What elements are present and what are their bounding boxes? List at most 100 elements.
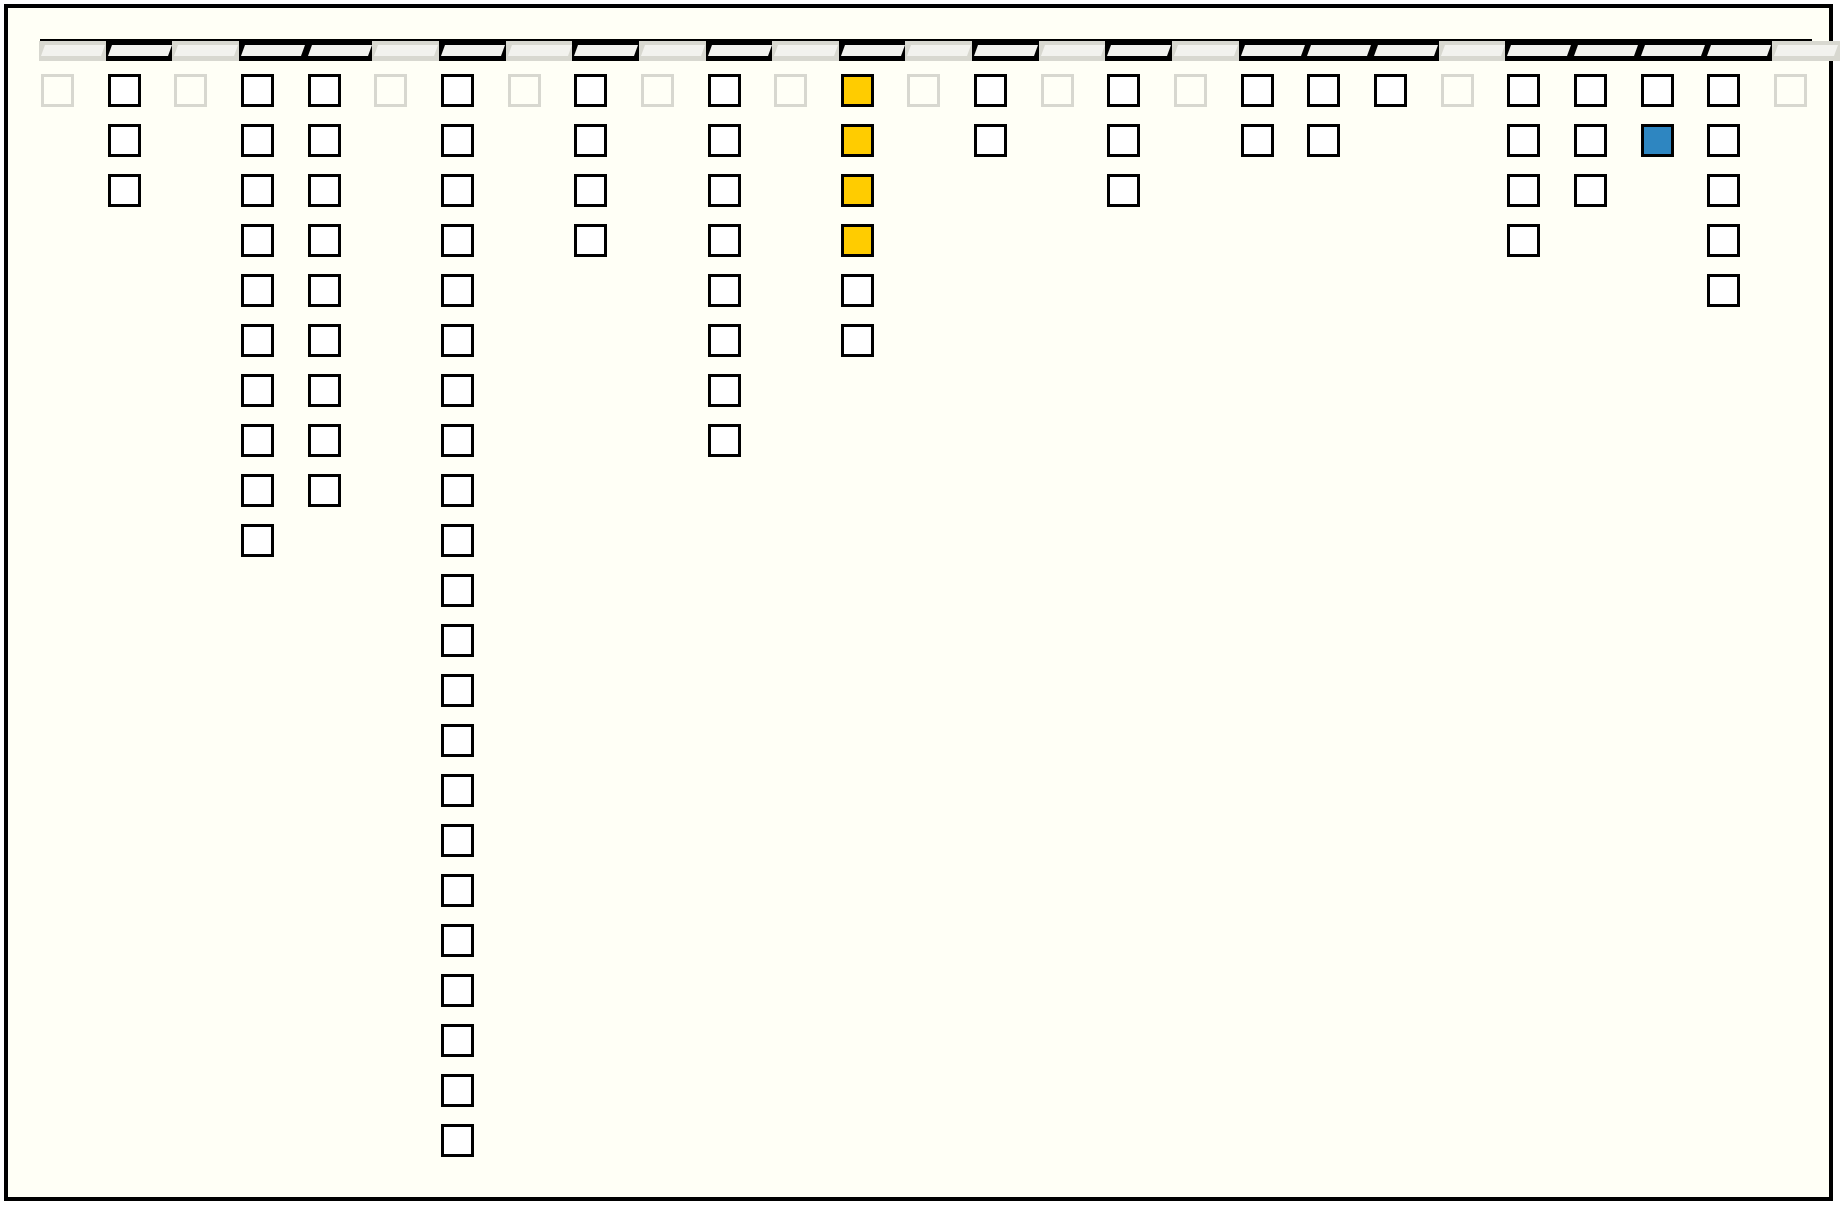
column-cell[interactable] (440, 374, 474, 407)
column-cell[interactable] (240, 274, 274, 307)
column-cell[interactable] (440, 124, 474, 157)
column-cell[interactable] (240, 474, 274, 507)
column-cell[interactable] (840, 324, 874, 357)
column-cell[interactable] (574, 74, 608, 107)
column-cell[interactable] (1107, 124, 1141, 157)
column-cell[interactable] (240, 174, 274, 207)
column-cell[interactable] (440, 74, 474, 107)
column-cell[interactable] (707, 224, 741, 257)
column-cell[interactable] (574, 174, 608, 207)
column-cell[interactable] (307, 224, 341, 257)
column-cell[interactable] (1307, 74, 1341, 107)
column-cell[interactable] (240, 74, 274, 107)
column-cell[interactable] (107, 74, 141, 107)
column-cell[interactable] (1507, 124, 1541, 157)
column-cell[interactable] (440, 224, 474, 257)
column-cell[interactable] (107, 174, 141, 207)
column-cell[interactable] (707, 424, 741, 457)
column-cell[interactable] (1507, 174, 1541, 207)
column-cell[interactable] (307, 374, 341, 407)
column-cell[interactable] (440, 274, 474, 307)
column-cell[interactable] (1307, 124, 1341, 157)
highlighted-cell-yellow[interactable] (840, 74, 874, 107)
column-cell[interactable] (707, 274, 741, 307)
column-cell[interactable] (440, 674, 474, 707)
empty-column-slot[interactable] (374, 74, 408, 107)
column-cell[interactable] (240, 224, 274, 257)
column-cell[interactable] (1640, 74, 1674, 107)
empty-column-slot[interactable] (774, 74, 808, 107)
column-cell[interactable] (307, 474, 341, 507)
empty-column-slot[interactable] (640, 74, 674, 107)
column-cell[interactable] (440, 624, 474, 657)
column-cell[interactable] (1107, 74, 1141, 107)
empty-column-slot[interactable] (174, 74, 208, 107)
column-cell[interactable] (240, 324, 274, 357)
column-cell[interactable] (1240, 74, 1274, 107)
column-cell[interactable] (1707, 74, 1741, 107)
column-cell[interactable] (1240, 124, 1274, 157)
column-cell[interactable] (440, 574, 474, 607)
column-cell[interactable] (707, 324, 741, 357)
highlighted-cell-yellow[interactable] (840, 124, 874, 157)
column-cell[interactable] (307, 174, 341, 207)
column-cell[interactable] (440, 424, 474, 457)
column-cell[interactable] (1507, 224, 1541, 257)
column-cell[interactable] (440, 724, 474, 757)
column-cell[interactable] (440, 1124, 474, 1157)
empty-column-slot[interactable] (507, 74, 541, 107)
column-cell[interactable] (1573, 174, 1607, 207)
column-cell[interactable] (574, 224, 608, 257)
column-cell[interactable] (240, 124, 274, 157)
column-cell[interactable] (440, 524, 474, 557)
column-cell[interactable] (1573, 124, 1607, 157)
column-cell[interactable] (440, 1024, 474, 1057)
column-cell[interactable] (440, 774, 474, 807)
empty-column-slot[interactable] (1040, 74, 1074, 107)
column-cell[interactable] (440, 874, 474, 907)
highlighted-cell-yellow[interactable] (840, 224, 874, 257)
column-cell[interactable] (1707, 274, 1741, 307)
column-cell[interactable] (707, 74, 741, 107)
column-rail-segment (1571, 41, 1640, 61)
column-cell[interactable] (707, 174, 741, 207)
column-cell[interactable] (840, 274, 874, 307)
column-cell[interactable] (974, 124, 1008, 157)
column-cell[interactable] (1707, 224, 1741, 257)
column-cell[interactable] (440, 974, 474, 1007)
column-cell[interactable] (1707, 124, 1741, 157)
column-cell[interactable] (307, 324, 341, 357)
column-cell[interactable] (307, 74, 341, 107)
column-cell[interactable] (1573, 74, 1607, 107)
column-cell[interactable] (307, 124, 341, 157)
empty-column-slot[interactable] (1773, 74, 1807, 107)
column-cell[interactable] (974, 74, 1008, 107)
column-cell[interactable] (440, 324, 474, 357)
column-cell[interactable] (440, 824, 474, 857)
column-cell[interactable] (1707, 174, 1741, 207)
column-cell[interactable] (1507, 74, 1541, 107)
column-rail-segment (772, 41, 840, 61)
column-cell[interactable] (240, 424, 274, 457)
empty-column-slot[interactable] (41, 74, 74, 107)
empty-column-slot[interactable] (1174, 74, 1208, 107)
column-cell[interactable] (574, 124, 608, 157)
selected-cell-blue[interactable] (1640, 124, 1674, 157)
column-cell[interactable] (240, 524, 274, 557)
column-cell[interactable] (1107, 174, 1141, 207)
column-cell[interactable] (307, 274, 341, 307)
column-cell[interactable] (440, 1074, 474, 1107)
column-cell[interactable] (440, 924, 474, 957)
column-cell[interactable] (240, 374, 274, 407)
column-cell[interactable] (707, 374, 741, 407)
column-cell[interactable] (307, 424, 341, 457)
column-cell[interactable] (1374, 74, 1407, 107)
column-cell[interactable] (440, 474, 474, 507)
column-cell[interactable] (707, 124, 741, 157)
highlighted-cell-yellow[interactable] (840, 174, 874, 207)
column-cell[interactable] (440, 174, 474, 207)
column-rail-segment (1705, 41, 1773, 61)
empty-column-slot[interactable] (907, 74, 941, 107)
empty-column-slot[interactable] (1440, 74, 1474, 107)
column-cell[interactable] (107, 124, 141, 157)
